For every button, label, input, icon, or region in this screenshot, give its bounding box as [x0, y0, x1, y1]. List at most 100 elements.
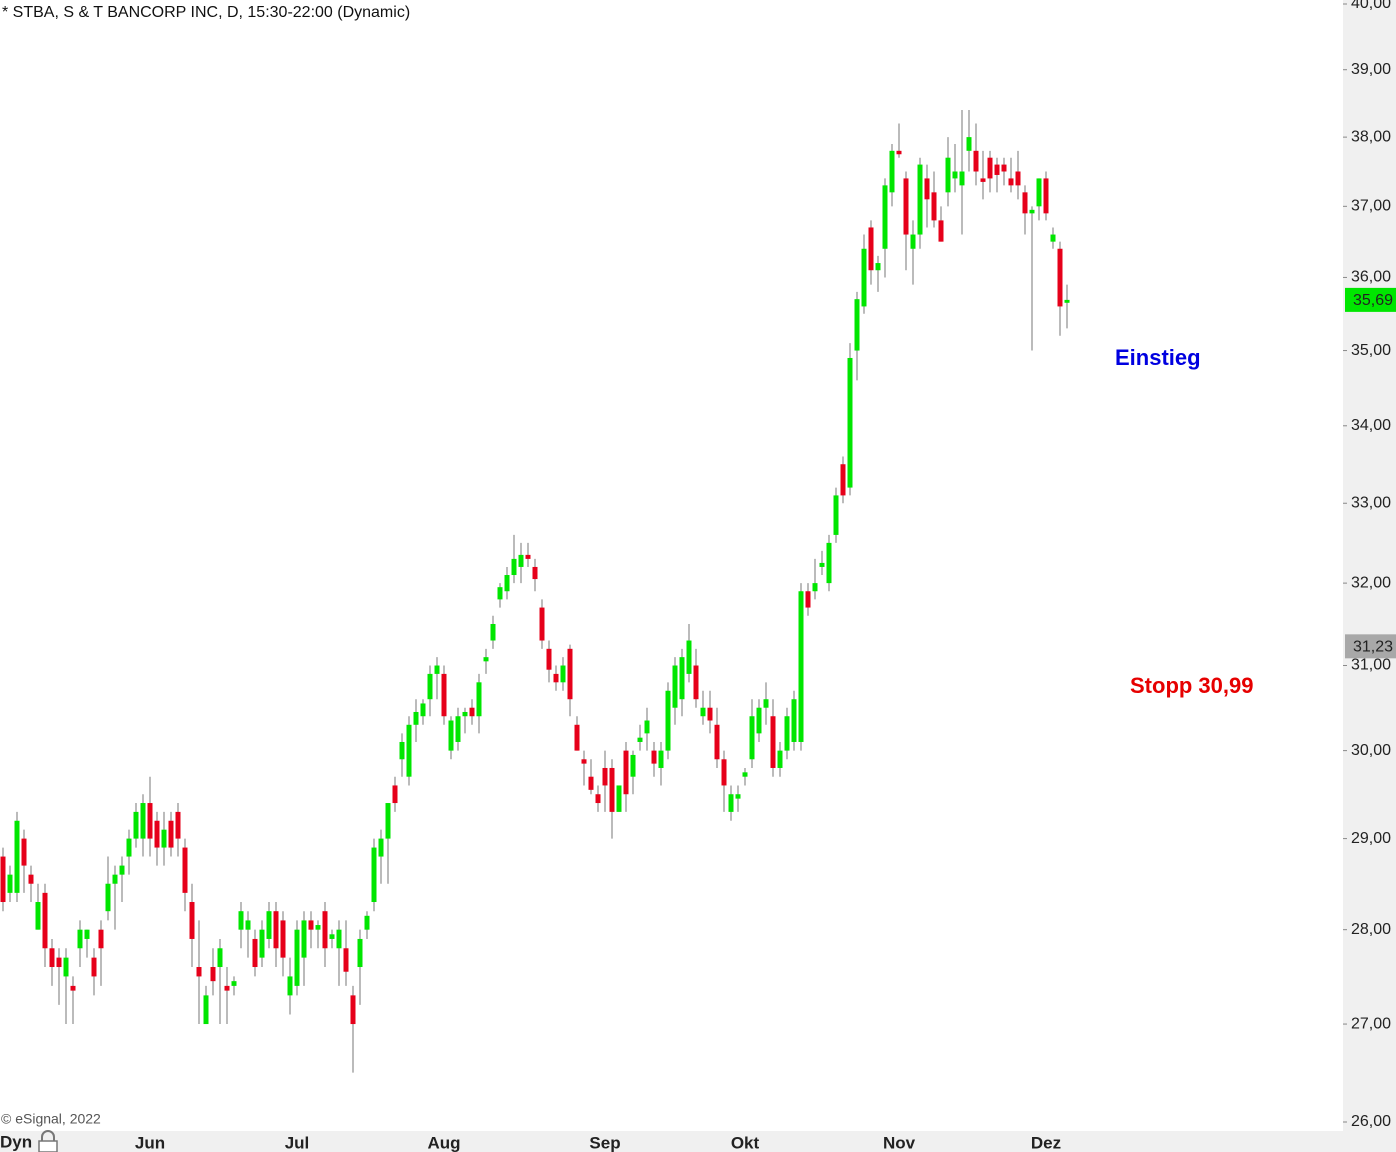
candle-body [175, 811, 181, 839]
candle-body [581, 759, 587, 764]
candle-body [532, 566, 538, 580]
candle-body [357, 938, 363, 968]
candle-body [196, 967, 202, 977]
candle-body [112, 874, 118, 884]
candle-body [805, 591, 811, 608]
candle-body [84, 929, 90, 939]
candle-body [973, 150, 979, 172]
candle-body [315, 925, 321, 930]
candle-body [770, 716, 776, 768]
candle-body [224, 985, 230, 991]
candle-body [987, 157, 993, 179]
candle-body [98, 929, 104, 949]
candle-body [812, 583, 818, 592]
candle-body [980, 178, 986, 182]
y-tick-label: 40,00 [1351, 0, 1391, 12]
candle-body [392, 785, 398, 804]
candle-body [1029, 209, 1035, 214]
candle-body [483, 657, 489, 662]
price-label: 35,69 [1353, 292, 1393, 309]
candle-body [476, 682, 482, 717]
candle-body [343, 948, 349, 972]
candle-body [140, 803, 146, 839]
candle-body [763, 699, 769, 708]
price-label: 31,23 [1353, 639, 1393, 656]
candle-body [1064, 299, 1070, 303]
candle-body [189, 902, 195, 939]
candle-body [322, 911, 328, 949]
candle-body [70, 985, 76, 991]
x-tick-label: Nov [883, 1133, 916, 1152]
candle-body [595, 794, 601, 804]
candle-body [875, 263, 881, 271]
candle-body [567, 648, 573, 700]
candle-body [1043, 178, 1049, 214]
mode-label: Dyn [0, 1132, 32, 1151]
candle-body [420, 703, 426, 717]
candle-body [91, 957, 97, 977]
candle-body [1015, 171, 1021, 186]
candle-body [833, 495, 839, 535]
chart-title: * STBA, S & T BANCORP INC, D, 15:30-22:0… [2, 4, 410, 21]
candle-body [1057, 248, 1063, 307]
candle-body [154, 820, 160, 848]
x-tick-label: Jul [285, 1133, 310, 1152]
candle-body [217, 948, 223, 968]
candle-body [938, 220, 944, 242]
candle-body [259, 929, 265, 958]
candle-body [854, 299, 860, 351]
candle-body [966, 137, 972, 151]
y-tick-label: 29,00 [1351, 830, 1391, 847]
y-tick-label: 39,00 [1351, 61, 1391, 78]
candle-body [21, 838, 27, 866]
x-axis-panel [0, 1131, 1396, 1152]
candle-body [77, 929, 83, 949]
candle-body [896, 150, 902, 155]
candle-body [882, 185, 888, 249]
candle-body [168, 820, 174, 848]
price-box [1345, 287, 1396, 312]
candle-body [798, 591, 804, 742]
candle-body [350, 995, 356, 1025]
candle-body [427, 673, 433, 700]
candle-body [497, 587, 503, 600]
candle-body [721, 759, 727, 786]
candle-body [994, 164, 1000, 175]
candle-body [952, 171, 958, 179]
candle-body [469, 707, 475, 717]
candle-body [616, 785, 622, 812]
y-tick-label: 36,00 [1351, 269, 1391, 286]
x-tick-label: Jun [135, 1133, 165, 1152]
candle-body [945, 157, 951, 193]
candle-body [336, 929, 342, 949]
candle-body [399, 741, 405, 760]
candle-body [14, 820, 20, 893]
candle-body [105, 883, 111, 912]
candle-body [826, 542, 832, 584]
candle-body [910, 234, 916, 249]
x-tick-label: Aug [427, 1133, 460, 1152]
candle-body [553, 673, 559, 683]
candle-body [280, 920, 286, 958]
candle-body [49, 948, 55, 968]
candle-body [518, 554, 524, 567]
candle-body [147, 803, 153, 839]
candle-body [840, 464, 846, 496]
annotation: Einstieg [1115, 345, 1201, 370]
candle-body [7, 874, 13, 893]
candle-body [700, 707, 706, 717]
lock-icon[interactable] [38, 1130, 58, 1152]
candle-body [1008, 178, 1014, 186]
candle-body [546, 648, 552, 670]
candle-body [693, 665, 699, 700]
y-tick-label: 30,00 [1351, 742, 1391, 759]
candle-body [434, 665, 440, 674]
candle-body [210, 967, 216, 982]
candle-body [644, 720, 650, 734]
candle-body [917, 164, 923, 235]
candle-body [364, 915, 370, 930]
annotation: Stopp 30,99 [1130, 673, 1253, 698]
candle-body [784, 716, 790, 751]
candle-body [28, 874, 34, 884]
y-tick-label: 35,00 [1351, 342, 1391, 359]
